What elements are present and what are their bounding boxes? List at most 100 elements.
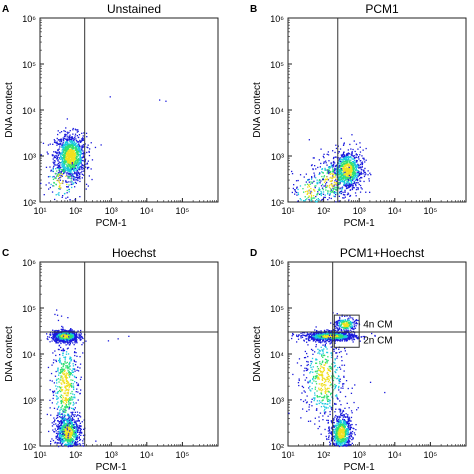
- data-point: [347, 176, 349, 179]
- data-point: [60, 430, 62, 432]
- data-point: [350, 159, 352, 161]
- data-point: [65, 430, 67, 432]
- data-point: [342, 163, 344, 165]
- data-point: [352, 148, 354, 151]
- data-point: [65, 405, 67, 407]
- data-point: [71, 329, 73, 331]
- data-point: [324, 178, 327, 180]
- data-point: [302, 200, 305, 202]
- data-point: [86, 146, 88, 148]
- data-point: [67, 423, 69, 425]
- data-point: [53, 359, 55, 361]
- data-point: [354, 175, 356, 178]
- data-point: [68, 415, 70, 417]
- data-point: [321, 199, 323, 201]
- data-point: [60, 338, 62, 340]
- data-point: [76, 166, 78, 169]
- data-point: [109, 96, 111, 98]
- data-point: [68, 135, 70, 137]
- data-point: [331, 166, 333, 168]
- data-point: [68, 416, 70, 418]
- data-point: [70, 373, 72, 375]
- data-point: [74, 181, 77, 183]
- data-point: [70, 166, 72, 168]
- data-point: [294, 189, 296, 191]
- data-point: [322, 178, 324, 180]
- data-point: [70, 379, 72, 381]
- data-point: [67, 432, 70, 434]
- data-point: [69, 397, 71, 399]
- data-point: [350, 165, 352, 167]
- data-point: [318, 159, 320, 161]
- data-point: [299, 198, 301, 200]
- data-point: [327, 154, 330, 156]
- data-point: [75, 157, 78, 160]
- data-point: [73, 430, 75, 432]
- data-point: [66, 150, 68, 152]
- data-point: [354, 179, 356, 181]
- data-point: [48, 188, 50, 190]
- data-point: [346, 161, 348, 163]
- data-point: [330, 176, 332, 178]
- data-point: [59, 354, 61, 356]
- data-point: [51, 176, 54, 178]
- data-point: [67, 366, 70, 369]
- data-point: [311, 176, 313, 178]
- data-point: [58, 427, 60, 429]
- data-point: [352, 175, 354, 177]
- data-point: [337, 145, 339, 147]
- data-point: [65, 392, 67, 394]
- data-point: [81, 138, 83, 140]
- data-point: [63, 382, 65, 385]
- data-point: [344, 179, 347, 181]
- data-point: [295, 180, 298, 182]
- data-point: [70, 332, 72, 334]
- y-axis-label: DNA contect: [4, 326, 15, 382]
- data-point: [56, 338, 59, 340]
- data-point: [347, 163, 349, 165]
- data-point: [72, 383, 74, 385]
- data-point: [346, 185, 348, 187]
- data-point: [71, 156, 73, 158]
- data-point: [79, 416, 82, 418]
- data-point: [69, 170, 71, 172]
- data-point: [369, 191, 371, 193]
- data-point: [74, 169, 76, 171]
- data-point: [54, 339, 56, 341]
- data-point: [62, 340, 65, 342]
- data-point: [80, 425, 82, 427]
- data-point: [65, 148, 67, 151]
- data-point: [67, 381, 69, 383]
- data-point: [61, 383, 63, 385]
- data-point: [67, 186, 69, 188]
- data-point: [346, 169, 349, 171]
- data-point: [61, 340, 63, 343]
- data-point: [62, 371, 64, 373]
- data-point: [75, 422, 77, 424]
- data-point: [73, 436, 75, 438]
- data-point: [79, 363, 82, 365]
- data-point: [78, 177, 80, 179]
- data-point: [345, 184, 347, 186]
- data-point: [80, 146, 82, 148]
- data-point: [58, 157, 61, 159]
- data-point: [83, 438, 85, 440]
- data-point: [62, 167, 64, 169]
- data-point: [66, 183, 68, 185]
- data-point: [61, 325, 63, 328]
- data-point: [331, 177, 333, 179]
- data-point: [330, 341, 332, 343]
- data-point: [69, 168, 71, 170]
- data-point: [76, 437, 78, 439]
- data-point: [71, 369, 73, 372]
- data-point: [352, 155, 355, 157]
- data-point: [344, 169, 346, 171]
- data-point: [77, 168, 79, 170]
- data-point: [77, 161, 79, 163]
- data-point: [346, 168, 348, 170]
- data-point: [54, 160, 56, 162]
- data-point: [62, 420, 64, 422]
- data-point: [81, 149, 83, 151]
- data-point: [341, 154, 343, 157]
